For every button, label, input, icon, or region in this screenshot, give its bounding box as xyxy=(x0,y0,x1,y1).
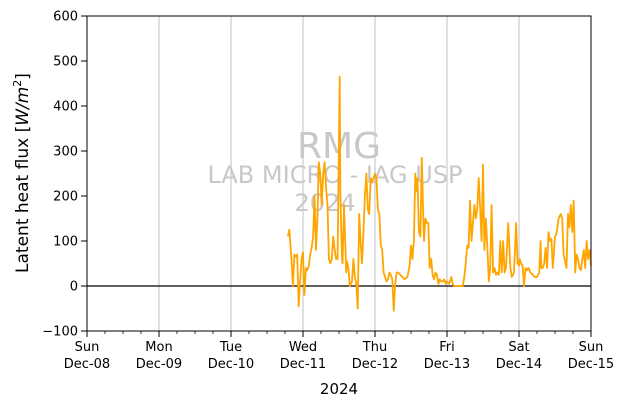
x-axis-label: 2024 xyxy=(320,380,358,398)
watermark: RMG LAB MICRO - IAG USP 2024 xyxy=(207,126,462,217)
y-tick-label: 0 xyxy=(70,280,78,295)
vertical-gridlines xyxy=(158,16,520,331)
y-tick-label: 500 xyxy=(53,55,78,70)
x-tick-day: Mon xyxy=(145,340,172,355)
x-tick-date: Dec-13 xyxy=(424,357,470,372)
watermark-line2: LAB MICRO - IAG USP xyxy=(207,161,462,189)
latent-heat-flux-line xyxy=(287,75,592,312)
y-tick-label: 400 xyxy=(53,100,78,115)
x-tick-date: Dec-15 xyxy=(568,357,614,372)
y-tick-label: 200 xyxy=(53,190,78,205)
watermark-line3: 2024 xyxy=(294,189,355,217)
x-tick-day: Sat xyxy=(508,340,529,355)
y-axis-label-exponent: 2 xyxy=(11,80,24,87)
y-axis-label-close: ] xyxy=(13,73,33,80)
y-tick-label: 600 xyxy=(53,10,78,25)
x-tick-date: Dec-11 xyxy=(280,357,326,372)
x-axis: Sun Dec-08 Mon Dec-09 Tue Dec-10 Wed Dec-11 Thu D… xyxy=(64,331,614,372)
y-tick-label: −100 xyxy=(42,325,78,340)
x-tick-date: Dec-10 xyxy=(208,357,254,372)
y-axis-label-variable: W/m xyxy=(13,87,33,126)
x-tick-date: Dec-12 xyxy=(352,357,398,372)
x-tick-day: Sun xyxy=(579,340,604,355)
x-tick-day: Wed xyxy=(289,340,317,355)
y-axis-label: Latent heat flux [W/m2] xyxy=(11,73,33,273)
x-tick-date: Dec-09 xyxy=(136,357,182,372)
y-tick-label: 300 xyxy=(53,145,78,160)
x-tick-day: Tue xyxy=(219,340,242,355)
x-tick-date: Dec-08 xyxy=(64,357,110,372)
x-tick-date: Dec-14 xyxy=(496,357,542,372)
y-axis-label-text: Latent heat flux [ xyxy=(13,126,33,273)
y-axis: 600 500 400 300 200 100 0 −100 xyxy=(42,10,87,340)
y-tick-label: 100 xyxy=(53,235,78,250)
x-tick-day: Fri xyxy=(439,340,455,355)
x-tick-day: Thu xyxy=(362,340,387,355)
x-tick-day: Sun xyxy=(75,340,100,355)
